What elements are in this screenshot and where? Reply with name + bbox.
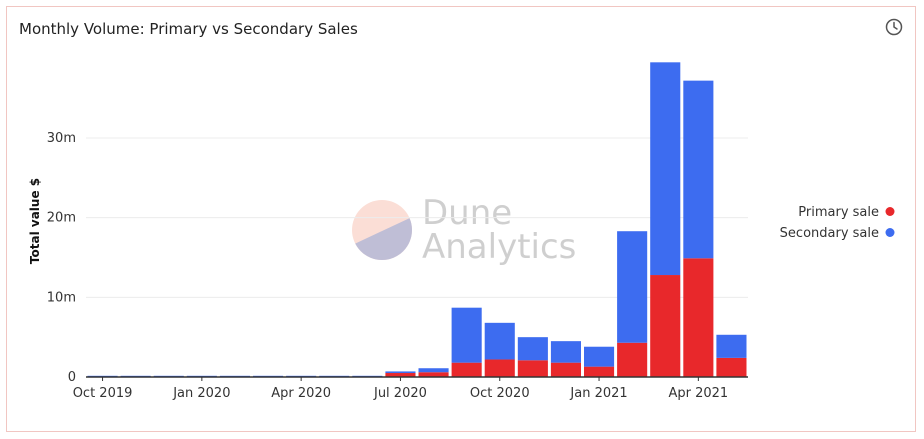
bar-secondary-18[interactable] [683,80,714,259]
bar-primary-19[interactable] [716,357,747,377]
y-tick-label: 20m [47,211,76,226]
y-tick-label: 30m [47,131,76,146]
bar-primary-12[interactable] [484,359,515,377]
bar-secondary-5[interactable] [253,375,284,377]
x-tick-label: Oct 2020 [470,386,530,401]
bar-secondary-4[interactable] [219,375,250,377]
y-tick-label: 10m [47,290,76,305]
bar-secondary-9[interactable] [385,371,416,374]
bar-secondary-19[interactable] [716,334,747,358]
bar-secondary-7[interactable] [319,375,350,377]
clock-icon[interactable] [885,18,903,36]
x-tick-label: Apr 2020 [271,386,331,401]
bar-primary-18[interactable] [683,258,714,377]
bar-secondary-11[interactable] [451,307,482,363]
bar-primary-10[interactable] [418,372,449,377]
bar-primary-16[interactable] [617,342,648,377]
bar-secondary-17[interactable] [650,62,681,276]
chart-title: Monthly Volume: Primary vs Secondary Sal… [19,20,358,38]
bar-secondary-6[interactable] [286,375,317,377]
bar-secondary-10[interactable] [418,368,449,373]
x-tick-label: Apr 2021 [668,386,728,401]
bar-secondary-8[interactable] [352,375,383,377]
watermark: Dune Analytics [352,193,576,267]
x-tick-label: Jan 2021 [569,386,627,401]
x-tick-label: Jan 2020 [172,386,230,401]
legend-label[interactable]: Secondary sale [780,226,879,241]
watermark-text-2: Analytics [422,227,576,267]
bar-primary-14[interactable] [550,362,581,377]
legend-marker [885,207,895,216]
bar-primary-11[interactable] [451,362,482,377]
watermark-logo [352,200,412,260]
x-tick-label: Jul 2020 [373,386,427,401]
bar-secondary-13[interactable] [517,337,548,361]
bar-primary-9[interactable] [385,373,416,377]
bar-secondary-3[interactable] [186,375,217,377]
bar-secondary-0[interactable] [87,375,118,377]
legend-label[interactable]: Primary sale [798,205,879,220]
watermark-text-1: Dune [422,193,512,233]
bar-primary-13[interactable] [517,360,548,377]
y-tick-label: 0 [68,370,76,385]
bar-secondary-1[interactable] [120,375,151,377]
x-tick-label: Oct 2019 [73,386,133,401]
bar-primary-15[interactable] [584,366,615,377]
bar-secondary-12[interactable] [484,322,515,360]
bar-primary-17[interactable] [650,275,681,377]
bar-secondary-15[interactable] [584,346,615,367]
legend-marker [885,228,895,237]
bar-secondary-14[interactable] [550,341,581,363]
y-axis-label: Total value $ [28,178,42,264]
bar-secondary-2[interactable] [153,375,184,377]
bar-secondary-16[interactable] [617,231,648,343]
